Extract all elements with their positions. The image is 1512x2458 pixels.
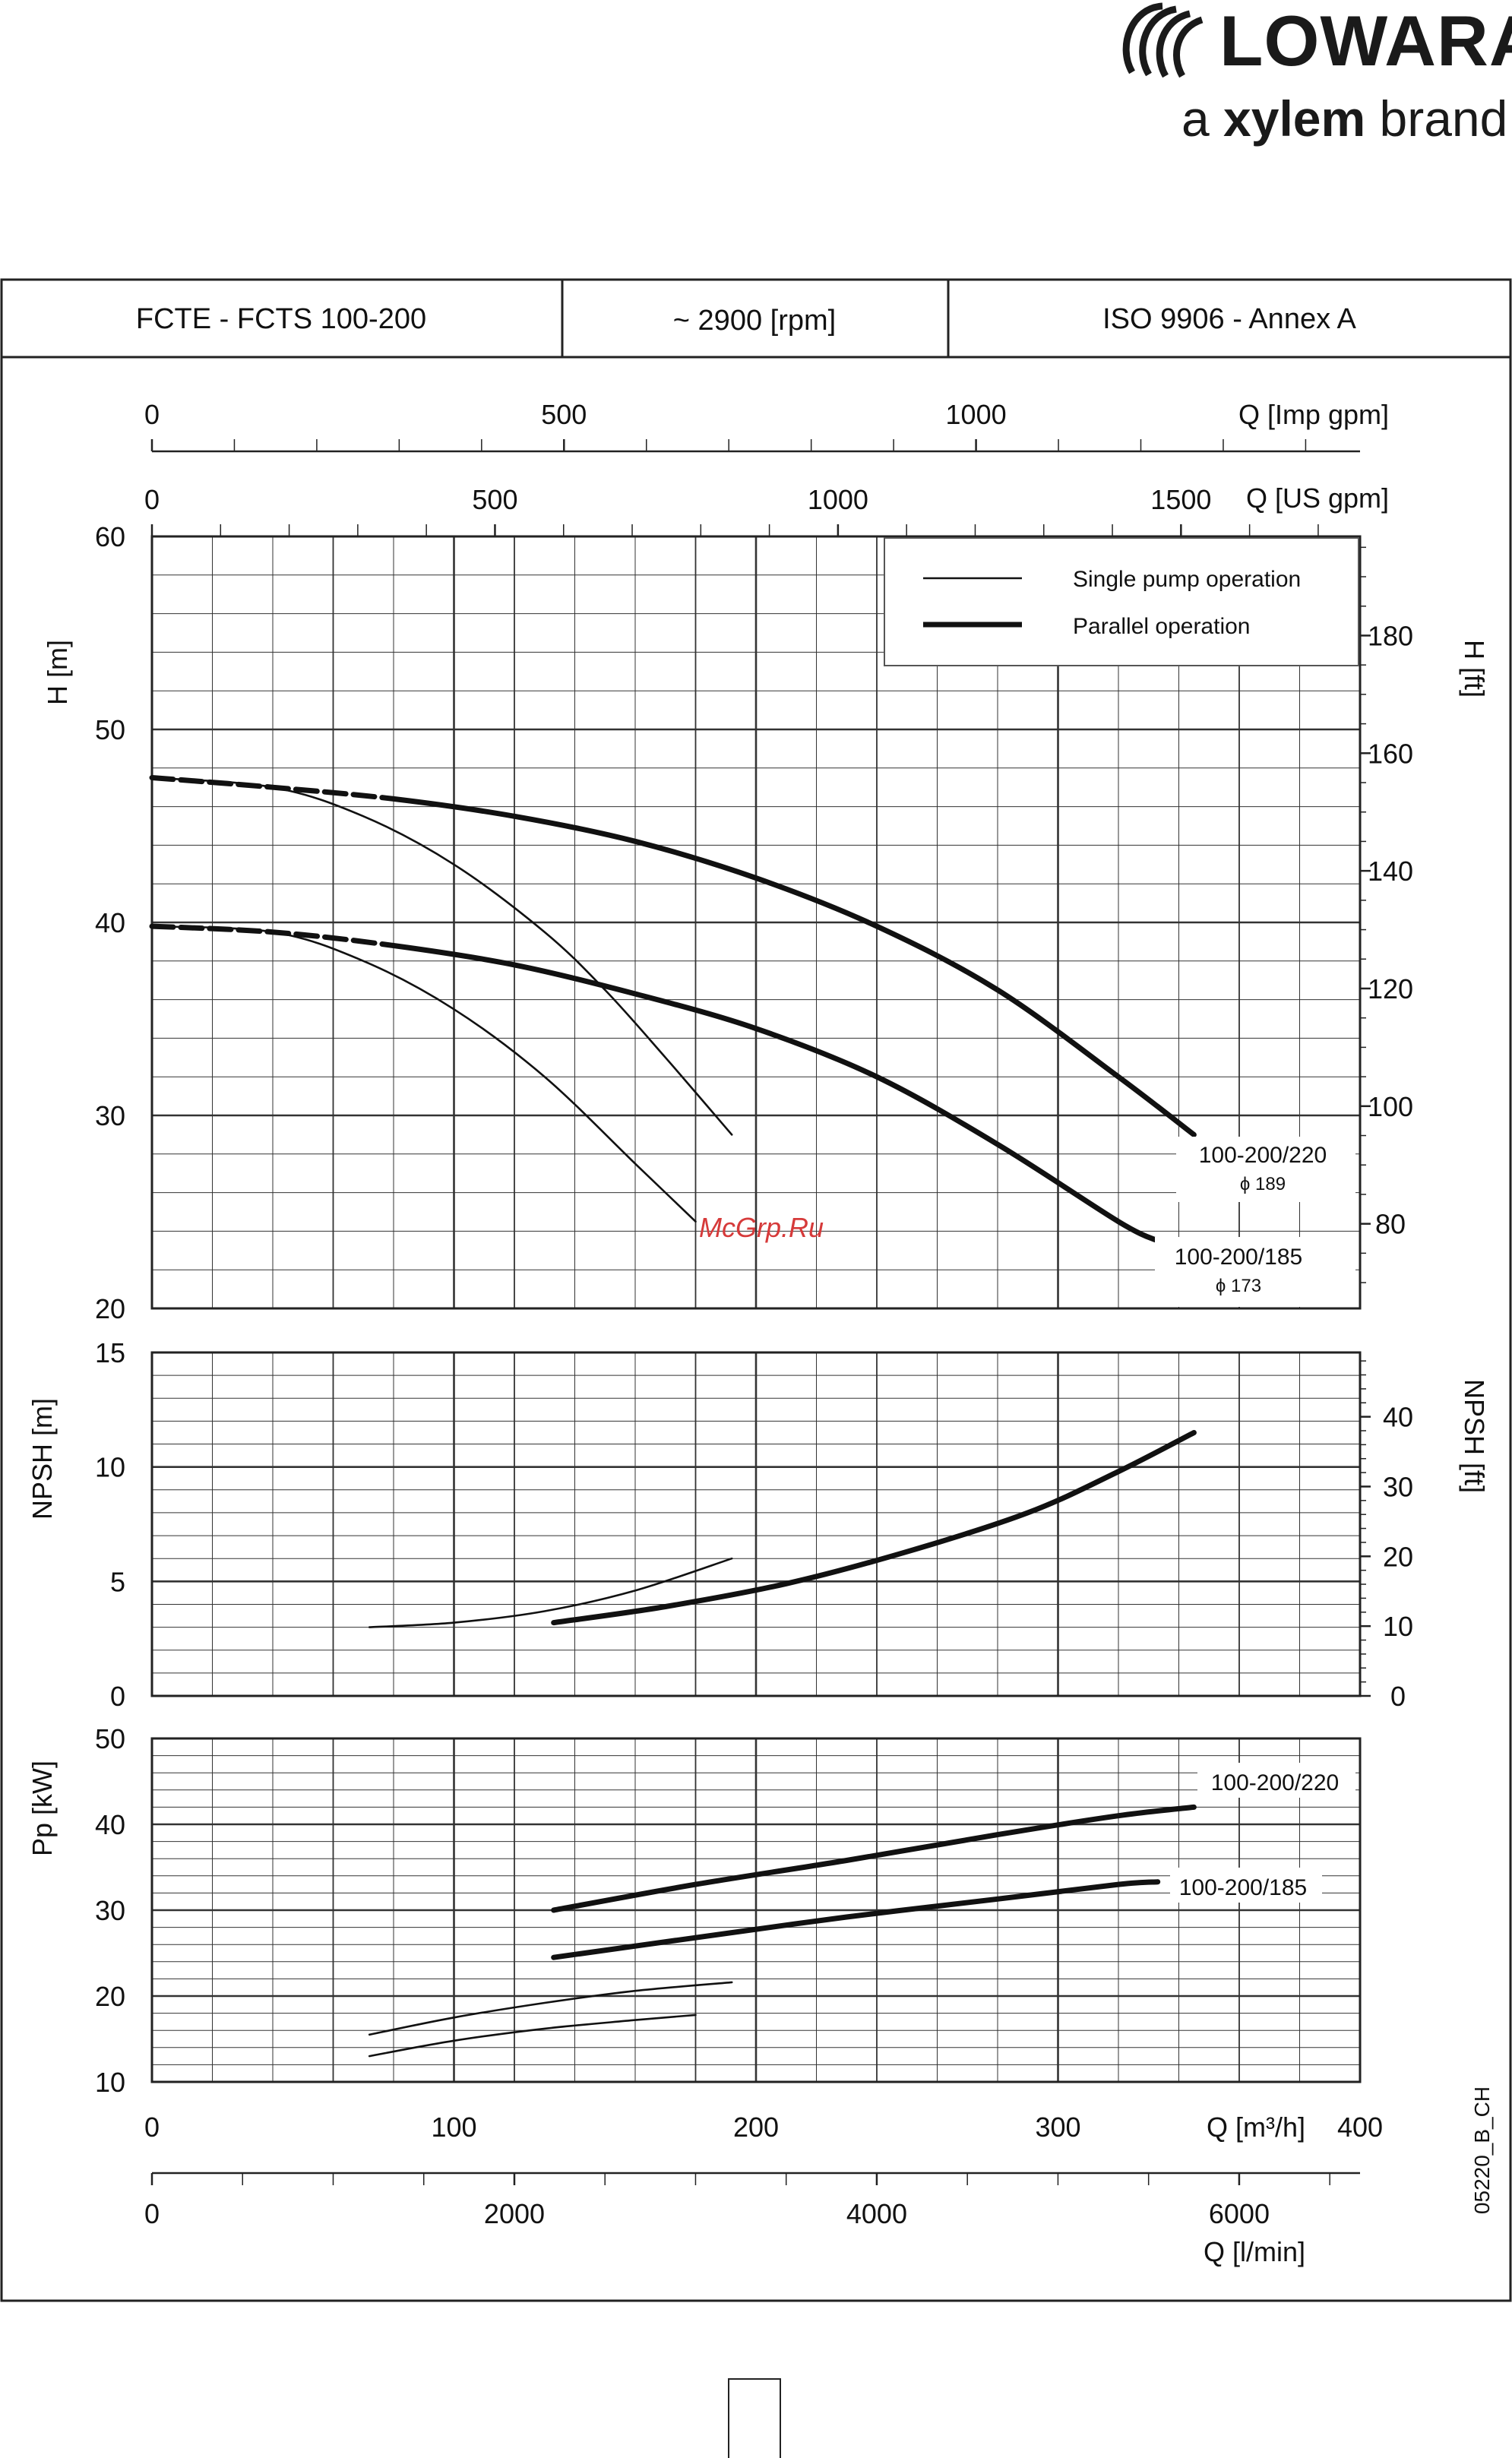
label-bg-185 — [1155, 1237, 1355, 1307]
q-lmin-tick-label: 2000 — [484, 2198, 545, 2229]
head-curve-parallel-100-200/185 — [149, 923, 1161, 1244]
npsh-ft-tick-label: 10 — [1383, 1611, 1413, 1642]
head-curve-parallel-100-200/220 — [149, 775, 1197, 1137]
label-bg-220 — [1176, 1137, 1355, 1202]
power-panel-grid — [150, 1737, 1362, 2083]
q-m3h-tick-label: 200 — [733, 2112, 779, 2143]
imp-gpm-tick-label: 1000 — [946, 399, 1007, 430]
legend-box — [884, 537, 1359, 666]
legend-single-label: Single pump operation — [1073, 567, 1301, 592]
header-model: FCTE - FCTS 100-200 — [136, 303, 426, 335]
header-standard: ISO 9906 - Annex A — [1102, 303, 1356, 335]
npsh-panel-border — [150, 1351, 1362, 1697]
label-bg-p185 — [1170, 1868, 1322, 1903]
power-label-185: 100-200/185 — [1179, 1875, 1308, 1900]
us-gpm-tick-label: 1500 — [1150, 484, 1211, 515]
q-m3h-tick-label: 100 — [431, 2112, 476, 2143]
npsh-m-tick-label: 0 — [110, 1681, 125, 1712]
p-kw-tick-label: 20 — [95, 1981, 125, 2012]
head-label-185: 100-200/185 — [1175, 1245, 1303, 1270]
p-kw-tick-label: 40 — [95, 1809, 125, 1840]
npsh-curve-single-0 — [368, 1557, 733, 1628]
h-m-tick-label: 40 — [95, 907, 125, 938]
npsh-ft-tick-label: 0 — [1390, 1681, 1406, 1712]
watermark: McGrp.Ru — [699, 1212, 824, 1243]
imp-gpm-tick-label: 500 — [541, 399, 587, 430]
power-label-220: 100-200/220 — [1211, 1770, 1340, 1795]
legend: Single pump operation Parallel operation — [884, 537, 1359, 666]
q-m3h-tick-label: 0 — [144, 2112, 160, 2143]
npsh-ft-tick-label: 30 — [1383, 1471, 1413, 1502]
q-lmin-tick-label: 4000 — [846, 2198, 907, 2229]
npsh-m-axis-label: NPSH [m] — [27, 1398, 58, 1520]
head-curve-single-100-200/220 — [150, 777, 733, 1136]
lowara-logo: LOWARA a xylem brand — [1109, 0, 1512, 167]
us-gpm-tick-label: 0 — [144, 484, 160, 515]
us-gpm-axis-label: Q [US gpm] — [1246, 482, 1389, 514]
us-gpm-tick-label: 1000 — [808, 484, 868, 515]
p-kw-axis-label: Pp [kW] — [27, 1760, 58, 1856]
h-m-tick-label: 50 — [95, 714, 125, 745]
lowara-swirl-icon — [1122, 2, 1204, 78]
power-curve-single-100-200/220 — [368, 1981, 733, 2036]
header-speed: ~ 2900 [rpm] — [673, 305, 836, 337]
h-ft-tick-label: 80 — [1375, 1209, 1406, 1240]
head-curve-single-100-200/185 — [150, 925, 697, 1223]
npsh-m-tick-label: 10 — [95, 1452, 125, 1483]
head-panel-border — [150, 535, 1362, 1310]
page-number-box — [728, 2378, 781, 2458]
q-m3h-tick-label: 300 — [1035, 2112, 1080, 2143]
label-bg-p220 — [1197, 1763, 1355, 1798]
h-ft-axis-label: H [ft] — [1459, 640, 1490, 698]
head-diameter-220: ϕ 189 — [1240, 1174, 1286, 1194]
q-lmin-axis-label: Q [l/min] — [1204, 2236, 1305, 2267]
h-m-tick-label: 30 — [95, 1100, 125, 1131]
legend-parallel-label: Parallel operation — [1073, 614, 1250, 639]
head-diameter-185: ϕ 173 — [1216, 1276, 1261, 1296]
power-panel-border — [150, 1737, 1362, 2083]
h-m-axis-label: H [m] — [42, 640, 73, 705]
head-label-220: 100-200/220 — [1199, 1143, 1327, 1168]
curve-labels: 100-200/220 ϕ 189 100-200/185 ϕ 173 McGrp.Ru… — [699, 1137, 1355, 1903]
npsh-panel-grid — [150, 1351, 1362, 1697]
npsh-m-tick-label: 5 — [110, 1566, 125, 1597]
logo-text: LOWARA — [1219, 1, 1512, 81]
h-ft-tick-label: 120 — [1368, 973, 1413, 1004]
h-ft-tick-label: 180 — [1368, 620, 1413, 651]
npsh-curve-parallel-1 — [551, 1430, 1197, 1626]
chart-frame — [0, 278, 1512, 2302]
drawing-code: 05220_B_CH — [1470, 2086, 1494, 2214]
imp-gpm-tick-label: 0 — [144, 399, 160, 430]
power-curve-parallel-100-200/185 — [551, 1879, 1161, 1960]
pump-performance-chart: FCTE - FCTS 100-200 ~ 2900 [rpm] ISO 9906 … — [0, 278, 1512, 2302]
q-lmin-tick-label: 6000 — [1209, 2198, 1270, 2229]
p-kw-tick-label: 30 — [95, 1895, 125, 1926]
h-m-tick-label: 60 — [95, 521, 125, 552]
npsh-ft-axis-label: NPSH [ft] — [1459, 1379, 1490, 1493]
h-ft-tick-label: 100 — [1368, 1091, 1413, 1122]
logo-tagline: a xylem brand — [1181, 90, 1508, 147]
p-kw-tick-label: 50 — [95, 1723, 125, 1754]
imp-gpm-axis-label: Q [Imp gpm] — [1238, 399, 1389, 430]
power-curve-parallel-100-200/220 — [551, 1804, 1197, 1913]
h-ft-tick-label: 160 — [1368, 738, 1413, 769]
q-lmin-tick-label: 0 — [144, 2198, 160, 2229]
power-curve-single-100-200/185 — [368, 2014, 697, 2058]
npsh-ft-tick-label: 40 — [1383, 1402, 1413, 1433]
h-m-tick-label: 20 — [95, 1293, 125, 1324]
us-gpm-tick-label: 500 — [472, 484, 517, 515]
q-m3h-axis-label: Q [m³/h] — [1207, 2112, 1305, 2143]
p-kw-tick-label: 10 — [95, 2067, 125, 2098]
npsh-ft-tick-label: 20 — [1383, 1541, 1413, 1572]
npsh-m-tick-label: 15 — [95, 1337, 125, 1368]
q-m3h-tick-label: 400 — [1337, 2112, 1383, 2143]
h-ft-tick-label: 140 — [1368, 856, 1413, 887]
